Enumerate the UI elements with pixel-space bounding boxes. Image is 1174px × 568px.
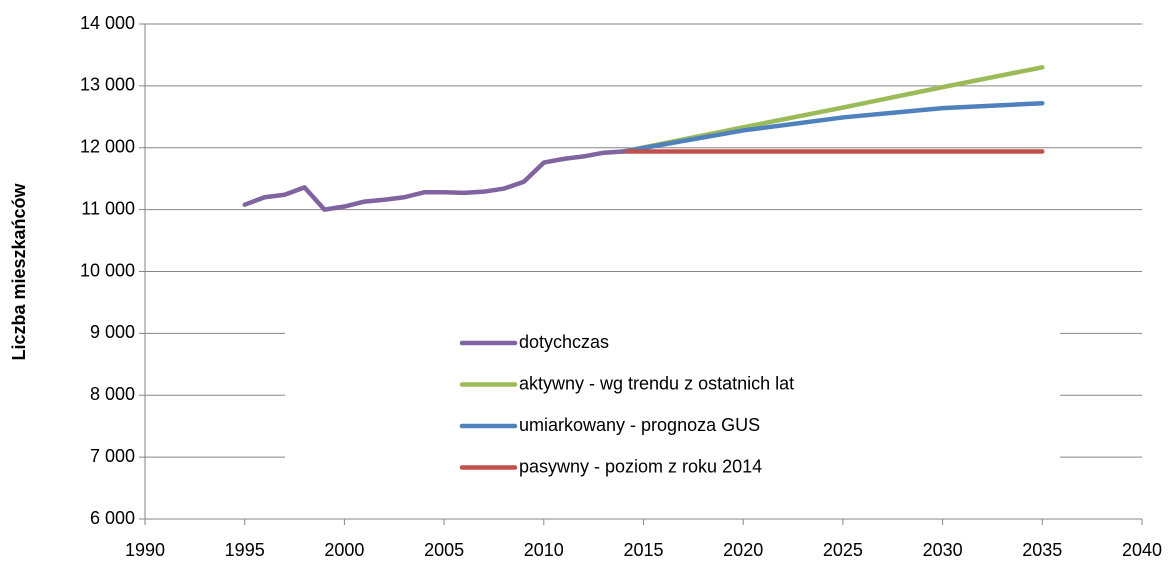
- legend-label: aktywny - wg trendu z ostatnich lat: [519, 373, 794, 393]
- legend-box: [285, 318, 1060, 495]
- y-tick-label: 11 000: [81, 198, 135, 218]
- y-tick-label: 13 000: [80, 75, 135, 95]
- y-tick-label: 7 000: [90, 446, 135, 466]
- x-tick-label: 2015: [623, 540, 663, 560]
- y-tick-label: 9 000: [90, 322, 135, 342]
- legend-label: dotychczas: [519, 332, 609, 352]
- x-tick-label: 1995: [225, 540, 265, 560]
- legend-label: pasywny - poziom z roku 2014: [519, 456, 762, 476]
- x-tick-label: 2010: [524, 540, 564, 560]
- x-tick-label: 2005: [424, 540, 464, 560]
- y-tick-label: 8 000: [90, 384, 135, 404]
- y-axis-label: Liczba mieszkańców: [9, 182, 29, 360]
- x-tick-label: 1990: [125, 540, 165, 560]
- x-tick-label: 2000: [324, 540, 364, 560]
- x-tick-label: 2035: [1022, 540, 1062, 560]
- series-line: [621, 100, 1045, 154]
- y-tick-label: 10 000: [80, 260, 135, 280]
- y-tick-label: 12 000: [80, 137, 135, 157]
- y-tick-label: 6 000: [90, 508, 135, 528]
- x-tick-label: 2030: [923, 540, 963, 560]
- x-tick-label: 2025: [823, 540, 863, 560]
- x-tick-label: 2020: [723, 540, 763, 560]
- x-tick-label: 2040: [1122, 540, 1162, 560]
- legend-label: umiarkowany - prognoza GUS: [519, 415, 760, 435]
- series-line: [242, 149, 626, 212]
- y-tick-label: 14 000: [80, 13, 135, 33]
